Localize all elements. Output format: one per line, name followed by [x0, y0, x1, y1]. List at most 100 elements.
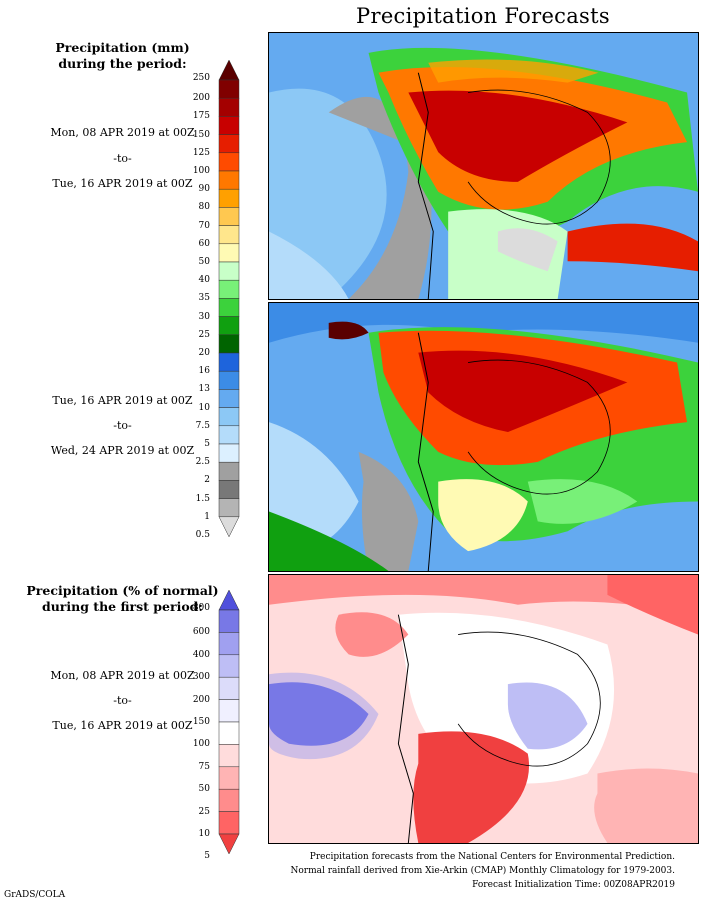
- mm-scale-swatch: [218, 261, 240, 281]
- footer-line: Forecast Initialization Time: 00Z08APR20…: [472, 880, 675, 890]
- mm-scale-top-arrow: [218, 60, 240, 81]
- pct-scale-swatch: [218, 699, 240, 723]
- mm-scale-label: 1.5: [195, 493, 210, 504]
- heading-line: during the period:: [58, 56, 187, 71]
- mm-scale-swatch: [218, 279, 240, 299]
- map-precip-period-2: [268, 302, 699, 572]
- mm-scale-swatch: [218, 480, 240, 499]
- map-2-svg: [269, 303, 698, 571]
- footer-line: Normal rainfall derived from Xie-Arkin (…: [290, 866, 676, 876]
- heading-line: Precipitation (mm): [55, 40, 190, 55]
- pct-scale-swatch: [218, 811, 240, 835]
- mm-scale-swatch: [218, 498, 240, 518]
- page-title: Precipitation Forecasts: [356, 4, 610, 28]
- pct-scale-swatch: [218, 766, 240, 790]
- period-1-start: Mon, 08 APR 2019 at 00Z: [50, 126, 195, 139]
- mm-scale-label: 25: [198, 329, 210, 340]
- period-3-start: Mon, 08 APR 2019 at 00Z: [50, 669, 195, 682]
- mm-scale-bottom-arrow: [218, 516, 240, 538]
- mm-scale-swatch: [218, 116, 240, 135]
- mm-scale-label: 10: [198, 402, 210, 413]
- mm-scale-label: 2: [204, 475, 210, 486]
- mm-scale-label: 16: [198, 366, 210, 377]
- mm-scale-label: 125: [192, 147, 210, 158]
- pct-scale-bottom-arrow: [218, 833, 240, 855]
- mm-scale-swatch: [218, 370, 240, 390]
- mm-scale-label: 60: [198, 238, 210, 249]
- period-2-separator: -to-: [113, 419, 132, 432]
- mm-scale-swatch: [218, 389, 240, 408]
- mm-scale-swatch: [218, 461, 240, 481]
- mm-scale-label: 175: [192, 111, 210, 122]
- mm-scale-label: 1: [204, 511, 210, 522]
- mm-scale-label: 150: [192, 129, 210, 140]
- section-heading-mm: Precipitation (mm) during the period:: [20, 40, 225, 72]
- mm-scale-label: 35: [198, 293, 210, 304]
- pct-scale-label: 200: [192, 694, 210, 705]
- section-heading-pct: Precipitation (% of normal) during the f…: [20, 583, 225, 615]
- mm-scale-label: 13: [198, 384, 210, 395]
- period-3-end: Tue, 16 APR 2019 at 00Z: [52, 719, 193, 732]
- pct-scale-swatch: [218, 654, 240, 678]
- pct-scale-label: 150: [192, 717, 210, 727]
- pct-scale-swatch: [218, 744, 240, 768]
- mm-scale-label: 70: [198, 220, 210, 231]
- footer-credits: Precipitation forecasts from the Nationa…: [245, 850, 676, 892]
- mm-scale-label: 200: [192, 93, 210, 104]
- map-1-svg: [269, 33, 698, 299]
- mm-scale-swatch: [218, 316, 240, 336]
- pct-scale-label: 800: [192, 603, 210, 613]
- pct-scale-swatch: [218, 632, 240, 656]
- mm-scale-swatch: [218, 134, 240, 154]
- pct-scale-label: 100: [192, 739, 210, 750]
- footer-line: Precipitation forecasts from the Nationa…: [309, 852, 675, 862]
- mm-scale-swatch: [218, 243, 240, 263]
- mm-scale-label: 5: [204, 439, 210, 449]
- mm-scale-label: 0.5: [195, 530, 210, 540]
- heading-line: Precipitation (% of normal): [26, 583, 219, 598]
- mm-scale-swatch: [218, 225, 240, 245]
- mm-scale-swatch: [218, 407, 240, 427]
- pct-scale-swatch: [218, 609, 240, 633]
- mm-scale-label: 100: [192, 166, 210, 176]
- map-3-svg: [269, 575, 698, 843]
- pct-scale-label: 5: [204, 851, 210, 862]
- mm-scale-swatch: [218, 298, 240, 317]
- map-percent-of-normal: [268, 574, 699, 844]
- period-2-end: Wed, 24 APR 2019 at 00Z: [50, 444, 195, 457]
- mm-scale-label: 30: [198, 311, 210, 322]
- mm-scale-swatch: [218, 207, 240, 226]
- pct-scale-swatch: [218, 788, 240, 812]
- pct-scale-swatch: [218, 676, 240, 700]
- mm-scale-label: 80: [198, 202, 210, 213]
- pct-scale-bar: [218, 590, 240, 855]
- mm-scale-label: 2.5: [195, 457, 210, 468]
- mm-scale-swatch: [218, 170, 240, 190]
- period-1-separator: -to-: [113, 152, 132, 165]
- mm-scale-bar: [218, 60, 240, 538]
- pct-scale-swatch: [218, 721, 240, 745]
- pct-scale-label: 25: [198, 806, 210, 817]
- mm-scale-label: 250: [192, 73, 210, 83]
- pct-scale-label: 400: [192, 649, 210, 660]
- mm-scale-label: 20: [198, 348, 210, 358]
- period-1-end: Tue, 16 APR 2019 at 00Z: [52, 177, 193, 190]
- mm-scale-label: 50: [198, 257, 210, 267]
- grads-cola-credit: GrADS/COLA: [4, 890, 66, 900]
- pct-scale-top-arrow: [218, 590, 240, 611]
- period-3-separator: -to-: [113, 694, 132, 707]
- map-precip-period-1: [268, 32, 699, 300]
- mm-scale-swatch: [218, 334, 240, 354]
- mm-scale-swatch: [218, 97, 240, 117]
- mm-scale-swatch: [218, 443, 240, 463]
- mm-scale-swatch: [218, 425, 240, 445]
- mm-scale-swatch: [218, 352, 240, 372]
- mm-scale-swatch: [218, 79, 240, 99]
- period-2-start: Tue, 16 APR 2019 at 00Z: [52, 394, 193, 407]
- mm-scale-swatch: [218, 152, 240, 172]
- pct-scale-label: 75: [198, 761, 210, 772]
- pct-scale-label: 600: [192, 627, 210, 638]
- mm-scale-label: 40: [198, 275, 210, 286]
- mm-scale-swatch: [218, 188, 240, 208]
- pct-scale-label: 10: [198, 829, 210, 839]
